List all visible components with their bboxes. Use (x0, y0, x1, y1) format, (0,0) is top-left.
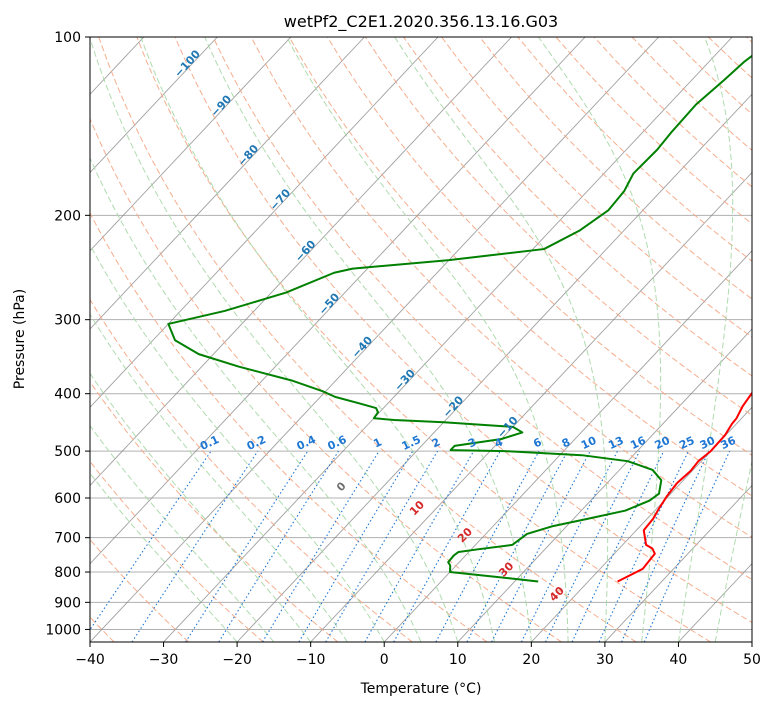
isotherm-line (531, 406, 752, 642)
mixing-ratio-lines (90, 450, 731, 642)
moist-adiabat-line (90, 472, 238, 642)
skewed-isotherms (90, 37, 752, 642)
y-tick-label: 400 (54, 387, 81, 403)
dry-adiabat-line (212, 37, 752, 581)
dry-adiabat-line (403, 37, 752, 377)
x-tick-label: 20 (522, 652, 540, 668)
moist-adiabats (90, 37, 752, 642)
moist-adiabat-line (90, 424, 275, 642)
dry-adiabat-line (288, 37, 752, 497)
x-axis-label: Temperature (°C) (360, 681, 482, 697)
x-tick-label: 30 (596, 652, 614, 668)
moist-adiabat-line (394, 37, 609, 642)
y-tick-label: 500 (54, 444, 81, 460)
y-tick-label: 900 (54, 595, 81, 611)
mixing-ratio-line (643, 450, 731, 642)
moist-adiabat-line (714, 459, 752, 642)
mixing-ratio-line (393, 450, 501, 642)
profile-lines (167, 54, 752, 583)
mixing-ratio-line (131, 450, 259, 642)
isotherm-line (383, 250, 752, 642)
moist-adiabat-line (90, 243, 385, 642)
y-tick-label: 100 (54, 30, 81, 46)
plot-frame (89, 36, 753, 643)
dry-adiabat-line (90, 298, 413, 642)
isotherm-line (90, 37, 292, 252)
moist-adiabat-line (90, 156, 422, 642)
x-tick-label: 0 (380, 652, 389, 668)
mixing-ratio-label: 30 (698, 434, 718, 452)
y-tick-label: 200 (54, 208, 81, 224)
y-axis-ticks: 100 200 300 400 500 600 700 800 900 1000 (45, 30, 90, 638)
moist-adiabat-line (677, 37, 734, 642)
x-tick-label: 40 (670, 652, 688, 668)
y-tick-label: 1000 (45, 622, 81, 638)
mixing-ratio-label: 16 (628, 434, 648, 452)
dry-adiabat-line (250, 37, 752, 538)
y-axis-label: Pressure (hPa) (12, 289, 28, 389)
mixing-ratio-line (520, 450, 618, 642)
moist-adiabat-line (90, 37, 459, 642)
x-tick-label: 50 (743, 652, 761, 668)
mixing-ratio-line (262, 450, 380, 642)
y-tick-label: 300 (54, 313, 81, 329)
x-tick-label: −30 (149, 652, 179, 668)
x-tick-label: 10 (449, 652, 467, 668)
dry-adiabat-line (136, 37, 712, 642)
isotherm-line (457, 328, 752, 642)
isotherm-line (90, 37, 586, 565)
dewpoint-profile-line (167, 54, 752, 583)
dry-adiabat-line (365, 37, 752, 416)
moist-adiabat-line (286, 37, 569, 642)
mixing-ratio-line (545, 450, 641, 642)
mixing-ratio-line (185, 450, 309, 642)
y-tick-label: 800 (54, 565, 81, 581)
y-tick-label: 700 (54, 531, 81, 547)
dry-adiabat-line (174, 37, 752, 624)
x-tick-label: −20 (222, 652, 252, 668)
isotherm-line (90, 37, 512, 487)
dry-adiabat-line (90, 460, 264, 642)
isotherm-line (163, 37, 733, 642)
mixing-ratio-line (90, 450, 212, 631)
chart-title: wetPf2_C2E1.2020.356.13.16.G03 (284, 12, 558, 32)
mixing-ratio-label: 20 (653, 434, 673, 452)
moist-adiabat-line (204, 37, 532, 642)
isotherm-line (90, 37, 660, 642)
dry-adiabat-line (479, 37, 752, 300)
isotherm-line (604, 484, 752, 642)
isotherm-line (90, 37, 365, 330)
mixing-ratio-label: 13 (606, 434, 625, 452)
x-tick-label: −40 (75, 652, 105, 668)
isotherm-line (90, 37, 218, 174)
y-tick-label: 600 (54, 491, 81, 507)
x-tick-label: −10 (296, 652, 326, 668)
mixing-ratio-line (435, 450, 540, 642)
x-axis-ticks: −40 −30 −20 −10 0 10 20 30 40 50 (75, 642, 761, 668)
mixing-ratio-label: 10 (579, 434, 599, 452)
temperature-profile-line (617, 391, 752, 583)
moist-adiabat-line (90, 313, 348, 642)
mixing-ratio-label: 36 (718, 434, 738, 452)
dry-adiabat-line (90, 117, 562, 642)
moist-adiabat-line (140, 37, 496, 642)
isotherm-line (236, 93, 752, 642)
moist-adiabat-line (538, 37, 662, 642)
dry-adiabat-line (90, 212, 488, 642)
dry-adiabat-line (98, 37, 637, 642)
moist-adiabat-line (90, 372, 312, 642)
dry-adiabats (90, 37, 752, 642)
mixing-ratio-label: 25 (677, 434, 696, 452)
isotherm-line (90, 37, 439, 408)
